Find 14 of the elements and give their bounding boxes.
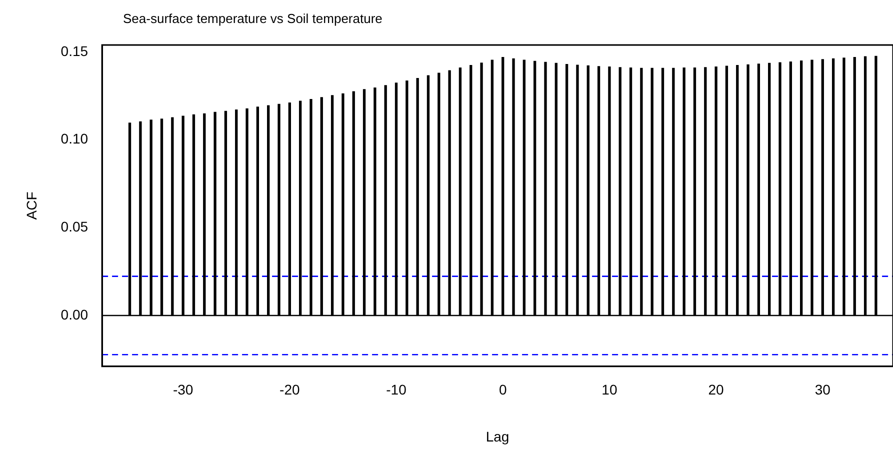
y-axis-title: ACF <box>23 192 40 220</box>
x-tick-label: -20 <box>280 382 300 398</box>
x-tick-label: 30 <box>814 382 831 398</box>
x-axis-title: Lag <box>486 428 510 444</box>
chart-title: Sea-surface temperature vs Soil temperature <box>123 11 382 26</box>
x-tick-label: 20 <box>708 382 724 398</box>
x-tick-label: 10 <box>602 382 618 398</box>
x-tick-label: -30 <box>172 382 194 398</box>
x-tick-label: -10 <box>386 382 407 398</box>
y-tick-label: 0.15 <box>60 42 88 59</box>
x-tick-label: 0 <box>498 382 507 398</box>
y-tick-label: 0.05 <box>60 218 88 235</box>
y-tick-label: 0.10 <box>60 130 88 147</box>
y-tick-label: 0.00 <box>60 306 88 322</box>
